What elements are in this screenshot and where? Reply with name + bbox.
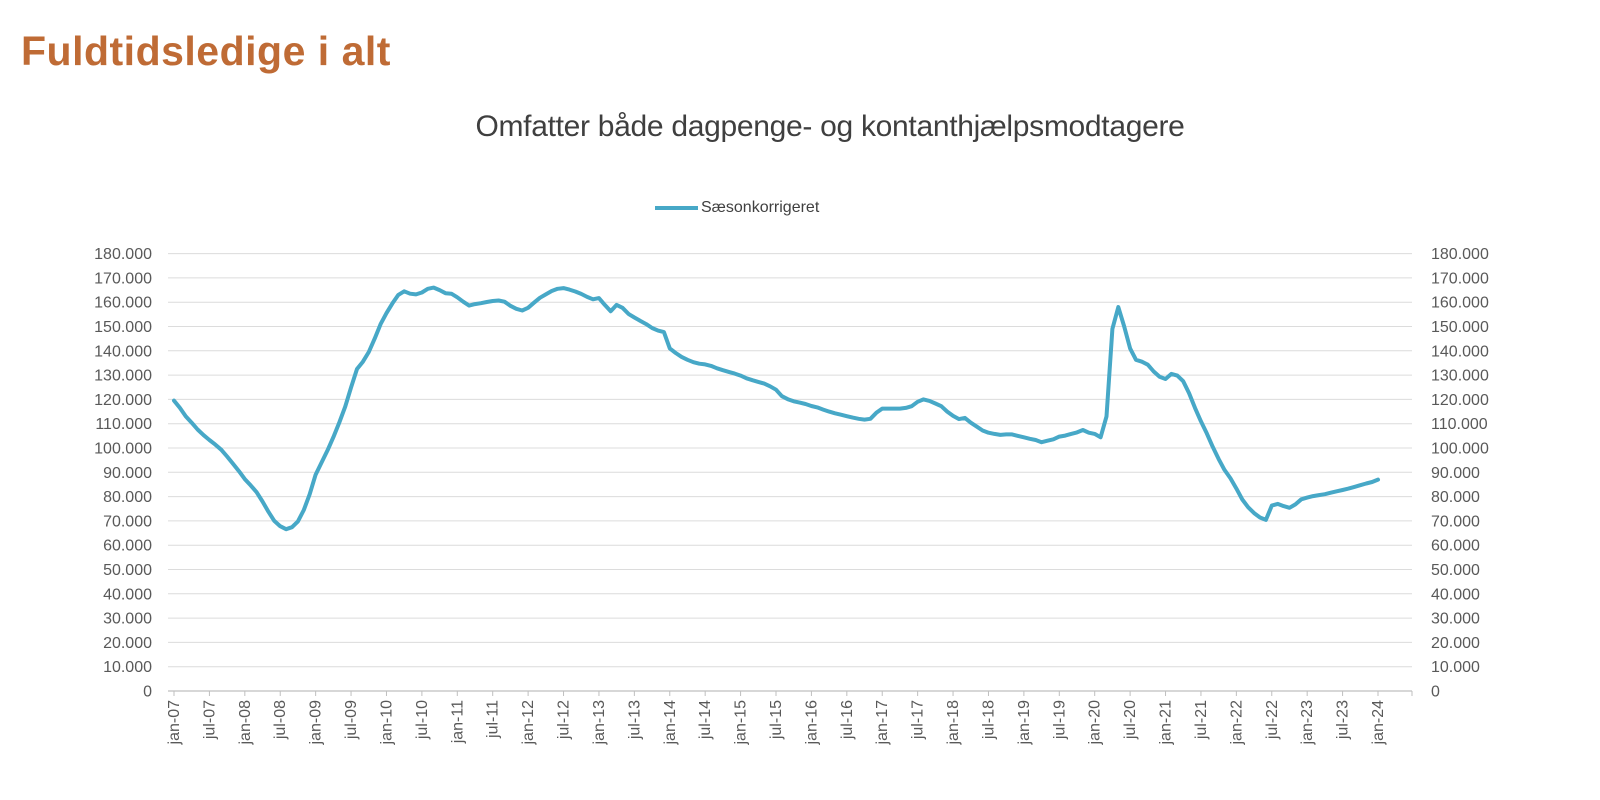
x-tick-label: jul-23 — [1335, 700, 1352, 740]
y-tick-label-right: 110.000 — [1431, 416, 1488, 433]
y-tick-label-right: 180.000 — [1431, 246, 1489, 263]
x-tick-label: jan-17 — [874, 700, 891, 746]
x-tick-label: jul-10 — [414, 700, 431, 740]
x-tick-label: jan-09 — [308, 700, 325, 746]
x-tick-label: jul-13 — [626, 700, 643, 740]
y-tick-label-right: 120.000 — [1431, 392, 1489, 409]
x-tick-label: jan-19 — [1016, 700, 1033, 746]
y-tick-label-right: 90.000 — [1431, 465, 1480, 482]
y-tick-label-right: 70.000 — [1431, 513, 1480, 530]
x-tick-label: jul-09 — [343, 700, 360, 740]
x-tick-label: jan-07 — [166, 700, 183, 746]
x-tick-label: jan-15 — [733, 700, 750, 746]
y-tick-label-left: 20.000 — [103, 635, 152, 652]
x-tick-label: jan-24 — [1370, 700, 1387, 746]
y-tick-label-left: 180.000 — [94, 246, 152, 263]
y-tick-label-right: 10.000 — [1431, 659, 1480, 676]
x-tick-label: jul-17 — [910, 700, 927, 740]
x-tick-label: jan-12 — [520, 700, 537, 746]
x-tick-label: jul-12 — [556, 700, 573, 740]
x-tick-label: jan-18 — [945, 700, 962, 746]
y-tick-label-right: 130.000 — [1431, 368, 1489, 385]
x-tick-label: jul-16 — [839, 700, 856, 740]
x-tick-label: jul-20 — [1122, 700, 1139, 740]
y-tick-label-left: 90.000 — [103, 465, 152, 482]
x-tick-label: jan-22 — [1228, 700, 1245, 746]
y-tick-label-left: 50.000 — [103, 562, 152, 579]
y-tick-label-left: 30.000 — [103, 611, 152, 628]
y-tick-label-right: 80.000 — [1431, 489, 1480, 506]
x-tick-label: jul-11 — [485, 700, 502, 739]
y-tick-label-right: 150.000 — [1431, 319, 1489, 336]
x-tick-label: jul-07 — [201, 700, 218, 740]
x-tick-label: jan-08 — [237, 700, 254, 746]
x-tick-label: jul-22 — [1264, 700, 1281, 740]
legend-line-swatch — [655, 206, 698, 210]
y-tick-label-left: 160.000 — [94, 295, 152, 312]
y-tick-label-left: 130.000 — [94, 368, 152, 385]
y-tick-label-left: 10.000 — [103, 659, 152, 676]
y-tick-label-right: 100.000 — [1431, 441, 1489, 458]
page-title: Fuldtidsledige i alt — [21, 28, 391, 74]
x-tick-label: jan-16 — [803, 700, 820, 746]
y-tick-label-left: 170.000 — [94, 270, 152, 287]
y-tick-label-left: 70.000 — [103, 513, 152, 530]
y-tick-label-right: 160.000 — [1431, 295, 1489, 312]
x-tick-label: jan-10 — [378, 700, 395, 746]
y-tick-label-left: 60.000 — [103, 538, 152, 555]
x-tick-label: jan-13 — [591, 700, 608, 746]
y-tick-label-left: 150.000 — [94, 319, 152, 336]
x-tick-label: jul-15 — [768, 700, 785, 740]
y-tick-label-right: 140.000 — [1431, 343, 1489, 360]
y-tick-label-right: 30.000 — [1431, 611, 1480, 628]
legend: Sæsonkorrigeret — [655, 198, 819, 218]
y-tick-label-right: 50.000 — [1431, 562, 1480, 579]
y-tick-label-left: 110.000 — [95, 416, 152, 433]
x-tick-label: jul-21 — [1193, 700, 1210, 740]
x-tick-label: jul-18 — [980, 700, 997, 740]
x-tick-label: jan-21 — [1158, 700, 1175, 746]
y-tick-label-right: 170.000 — [1431, 270, 1489, 287]
y-tick-label-right: 20.000 — [1431, 635, 1480, 652]
y-tick-label-right: 60.000 — [1431, 538, 1480, 555]
y-tick-label-left: 140.000 — [94, 343, 152, 360]
x-tick-label: jul-08 — [272, 700, 289, 740]
y-tick-label-right: 40.000 — [1431, 586, 1480, 603]
y-tick-label-left: 100.000 — [94, 441, 152, 458]
x-tick-label: jan-11 — [449, 700, 466, 744]
x-tick-label: jul-14 — [697, 700, 714, 740]
chart-subtitle: Omfatter både dagpenge- og kontanthjælps… — [475, 110, 1185, 143]
y-tick-label-left: 0 — [143, 684, 152, 701]
series-line — [172, 285, 1380, 532]
x-tick-label: jan-14 — [662, 700, 679, 746]
x-tick-label: jan-23 — [1299, 700, 1316, 746]
y-tick-label-left: 80.000 — [103, 489, 152, 506]
y-tick-label-right: 0 — [1431, 684, 1440, 701]
y-tick-label-left: 120.000 — [94, 392, 152, 409]
x-tick-label: jan-20 — [1087, 700, 1104, 746]
y-tick-label-left: 40.000 — [103, 586, 152, 603]
legend-label: Sæsonkorrigeret — [701, 199, 820, 216]
x-tick-label: jul-19 — [1051, 700, 1068, 740]
